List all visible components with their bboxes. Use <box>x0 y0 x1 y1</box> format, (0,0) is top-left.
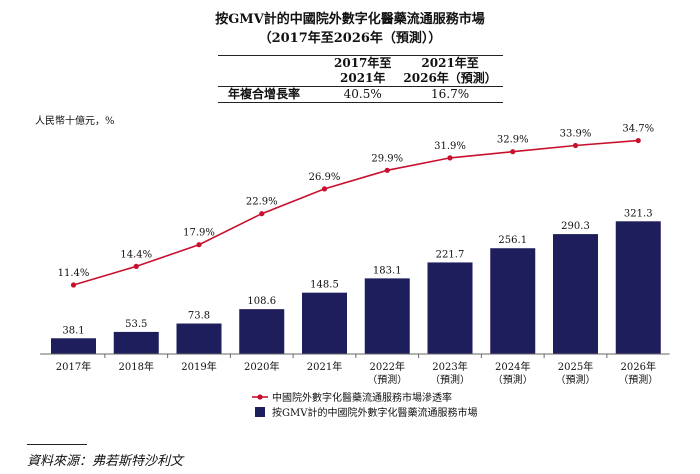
bar-label-9: 321.3 <box>624 208 653 219</box>
x-tick-label-2: 2019年 <box>181 360 216 373</box>
line-point-9 <box>635 137 641 144</box>
line-label-3: 22.9% <box>246 197 278 208</box>
line-point-2 <box>196 242 202 248</box>
line-label-8: 33.9% <box>560 129 592 140</box>
bar-3 <box>239 309 285 354</box>
line-label-2: 17.9% <box>183 228 215 239</box>
bar-value-labels: 38.1 53.5 73.8 108.6 148.5 183.1 221.7 256.1 290… <box>62 208 652 336</box>
bar-label-7: 256.1 <box>498 235 527 246</box>
bar-label-3: 108.6 <box>247 296 276 307</box>
line-label-0: 11.4% <box>58 268 90 279</box>
legend-line-marker <box>257 394 263 400</box>
legend-line-label: 中國院外數字化醫藥流通服務市場滲透率 <box>272 391 452 404</box>
x-tick-label-7: 2024年（預測） <box>493 360 533 386</box>
cagr-header-row: 2017年至 2021年 2021年至 2026年（預測） <box>218 55 503 87</box>
x-tick-label-1: 2018年 <box>119 360 154 373</box>
line-point-1 <box>133 263 139 269</box>
bar-1 <box>113 331 159 354</box>
x-tick-label-9: 2026年（預測） <box>618 360 658 386</box>
bar-0 <box>51 338 96 354</box>
line-path <box>73 139 639 286</box>
line-label-7: 32.9% <box>497 135 529 146</box>
cagr-row-label: 年複合增長率 <box>218 86 328 103</box>
cagr-col1-line2: 2021年 <box>340 71 386 85</box>
bar-2 <box>176 323 222 354</box>
line-point-5 <box>384 167 390 173</box>
x-tick-label-5: 2022年（預測） <box>367 360 407 386</box>
line-series: 11.4% 14.4% 17.9% 22.9% 26.9% 29.9% 31.9% 32.9%… <box>58 124 654 288</box>
line-label-9: 34.7% <box>622 124 654 135</box>
source-note: 資料來源：弗若斯特沙利文 <box>27 454 184 469</box>
bar-series <box>51 221 661 354</box>
cagr-col2-line2: 2026年（預測） <box>403 71 497 85</box>
x-tick-label-4: 2021年 <box>307 360 342 373</box>
line-point-0 <box>70 282 77 288</box>
chart-title: 按GMV計的中國院外數字化醫藥流通服務市場 <box>215 12 485 27</box>
line-point-4 <box>321 186 328 192</box>
bar-label-2: 73.8 <box>188 311 210 322</box>
cagr-value-2: 16.7% <box>397 86 503 103</box>
legend-bar-swatch <box>255 407 265 417</box>
cagr-value-row: 年複合增長率 40.5% 16.7% <box>218 86 503 103</box>
bar-8 <box>553 234 598 354</box>
line-label-4: 26.9% <box>309 172 341 183</box>
cagr-col2-line1: 2021年至 <box>421 56 479 70</box>
x-tick-label-8: 2025年（預測） <box>556 360 596 386</box>
bar-label-5: 183.1 <box>373 265 402 276</box>
bar-4 <box>302 292 347 354</box>
x-tick-label-6: 2023年（預測） <box>430 360 470 386</box>
cagr-col2-header: 2021年至 2026年（預測） <box>397 55 503 87</box>
x-tick-label-0: 2017年 <box>56 360 91 373</box>
bar-label-4: 148.5 <box>310 280 339 291</box>
cagr-header-blank <box>218 55 328 87</box>
x-tick-label-3: 2020年 <box>244 360 279 373</box>
bar-label-0: 38.1 <box>62 325 84 336</box>
line-label-5: 29.9% <box>371 153 403 164</box>
x-tick-labels: 2017年 2018年 2019年 2020年 2021年 2022年（預測） 2023年（… <box>56 354 658 386</box>
bar-5 <box>364 278 410 354</box>
line-point-7 <box>510 149 516 155</box>
cagr-col1-header: 2017年至 2021年 <box>328 55 398 87</box>
cagr-col1-line1: 2017年至 <box>334 56 392 70</box>
bar-7 <box>490 248 536 354</box>
line-label-1: 14.4% <box>120 249 152 260</box>
source-divider <box>27 444 87 445</box>
line-point-8 <box>572 142 579 149</box>
line-point-6 <box>447 155 453 161</box>
bar-6 <box>427 262 473 354</box>
bar-label-8: 290.3 <box>561 221 590 232</box>
cagr-table: 2017年至 2021年 2021年至 2026年（預測） 年複合增長率 40.… <box>218 55 503 103</box>
bar-label-1: 53.5 <box>125 319 147 330</box>
line-point-3 <box>259 211 265 217</box>
bar-label-6: 221.7 <box>436 249 465 260</box>
cagr-value-1: 40.5% <box>328 86 398 103</box>
bar-9 <box>615 221 661 354</box>
chart-subtitle: （2017年至2026年（預測）） <box>258 31 442 46</box>
legend-bar-label: 按GMV計的中國院外數字化醫藥流通服務市場 <box>272 406 477 419</box>
unit-label: 人民幣十億元，% <box>35 116 115 127</box>
line-label-6: 31.9% <box>434 141 466 152</box>
